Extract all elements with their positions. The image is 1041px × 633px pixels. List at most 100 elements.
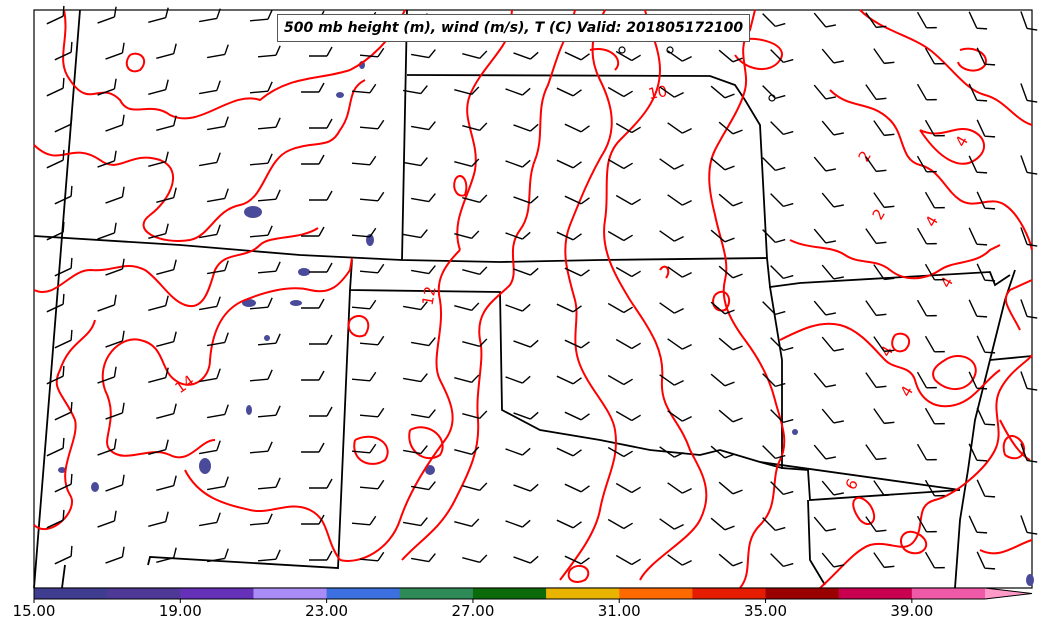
wind-barb bbox=[762, 517, 786, 532]
wind-barb bbox=[148, 295, 169, 312]
wind-barb bbox=[564, 411, 590, 421]
wind-barb bbox=[564, 483, 590, 493]
wind-barb bbox=[207, 476, 229, 491]
wind-barb bbox=[301, 514, 325, 525]
wind-barb bbox=[199, 8, 221, 23]
wind-barb bbox=[976, 191, 996, 210]
colorbar-segment bbox=[546, 588, 620, 599]
wind-barb bbox=[513, 51, 539, 60]
colorbar-segment bbox=[692, 588, 767, 599]
wind-barb bbox=[659, 230, 684, 242]
wind-barb bbox=[505, 519, 531, 528]
wind-barb bbox=[46, 437, 65, 457]
wind-barb bbox=[770, 553, 794, 568]
wind-barb bbox=[556, 447, 582, 457]
wind-barb bbox=[556, 87, 582, 97]
wind-barb bbox=[607, 230, 633, 242]
wind-barb bbox=[1020, 443, 1038, 463]
wind-barb bbox=[97, 6, 117, 24]
wind-barb bbox=[301, 82, 325, 93]
wind-barb bbox=[873, 264, 895, 281]
wind-barb bbox=[46, 221, 65, 241]
wind-barb bbox=[249, 369, 273, 382]
plot-frame bbox=[33, 9, 1033, 589]
wind-barb bbox=[924, 119, 945, 137]
wind-barb bbox=[873, 480, 895, 497]
wind-barb bbox=[556, 375, 582, 385]
wind-barb bbox=[513, 555, 539, 564]
wind-barb bbox=[968, 83, 988, 102]
wind-barb bbox=[54, 545, 73, 565]
wind-barb bbox=[359, 47, 385, 58]
wind-barb bbox=[54, 257, 73, 277]
wind-barb bbox=[54, 329, 73, 349]
wind-barb bbox=[762, 301, 786, 316]
wind-barb bbox=[454, 518, 480, 528]
wind-barb bbox=[659, 374, 684, 386]
wind-barb bbox=[454, 374, 480, 384]
wind-barb bbox=[564, 51, 590, 61]
wind-barb bbox=[976, 263, 996, 282]
wind-barb bbox=[968, 299, 988, 318]
wind-barb bbox=[148, 79, 169, 96]
wind-barb bbox=[54, 113, 73, 133]
wind-barb bbox=[54, 401, 73, 421]
wind-barb bbox=[718, 553, 743, 567]
colorbar-segment bbox=[985, 588, 1032, 599]
wind-barb bbox=[403, 157, 428, 167]
wind-barb bbox=[1020, 11, 1038, 31]
wind-barb bbox=[667, 266, 692, 278]
wind-barb bbox=[770, 409, 794, 424]
wind-barb bbox=[403, 445, 428, 455]
wind-barb bbox=[309, 406, 333, 417]
wind-barb bbox=[770, 121, 794, 136]
wind-barb bbox=[924, 263, 945, 281]
wind-barb bbox=[199, 512, 221, 527]
wind-barb bbox=[207, 548, 229, 563]
wind-barb bbox=[462, 338, 488, 348]
wind-barb bbox=[454, 302, 480, 312]
wind-barb bbox=[968, 371, 988, 390]
wind-barb bbox=[156, 187, 177, 204]
wind-barb bbox=[249, 225, 273, 238]
wind-barb bbox=[505, 447, 531, 456]
wind-barb bbox=[411, 193, 436, 203]
wind-barb bbox=[454, 230, 480, 240]
wind-barb bbox=[556, 519, 582, 529]
colorbar-segment bbox=[765, 588, 840, 599]
wind-barb bbox=[156, 475, 177, 492]
wind-barb bbox=[968, 155, 988, 174]
wind-barb bbox=[46, 365, 65, 385]
wind-barb bbox=[1020, 155, 1038, 175]
wind-barb bbox=[821, 408, 845, 424]
wind-barb bbox=[411, 553, 436, 563]
wind-barb bbox=[207, 260, 229, 275]
wind-barb bbox=[148, 223, 169, 240]
wind-barb bbox=[710, 301, 735, 315]
wind-barb bbox=[659, 302, 684, 314]
wind-barb bbox=[976, 407, 996, 426]
colorbar bbox=[33, 587, 1033, 603]
wind-barb bbox=[924, 551, 945, 569]
wind-barb bbox=[156, 403, 177, 420]
wind-barb bbox=[454, 86, 480, 96]
colorbar-tick-label: 19.00 bbox=[158, 602, 202, 620]
wind-barb bbox=[968, 227, 988, 246]
wind-barb bbox=[821, 480, 845, 496]
wind-barb bbox=[105, 42, 125, 60]
wind-barb bbox=[505, 159, 531, 168]
wind-barb bbox=[865, 300, 887, 317]
colorbar-tick-label: 15.00 bbox=[12, 602, 56, 620]
wind-barb bbox=[257, 45, 281, 58]
wind-barb bbox=[454, 158, 480, 168]
wind-barb bbox=[564, 267, 590, 277]
wind-barb bbox=[462, 194, 488, 204]
wind-barb bbox=[105, 330, 125, 348]
wind-barb bbox=[257, 261, 281, 274]
wind-barb bbox=[97, 438, 117, 456]
wind-barb bbox=[156, 43, 177, 60]
wind-barb bbox=[257, 477, 281, 490]
wind-barb bbox=[513, 195, 539, 204]
wind-barb bbox=[462, 482, 488, 492]
